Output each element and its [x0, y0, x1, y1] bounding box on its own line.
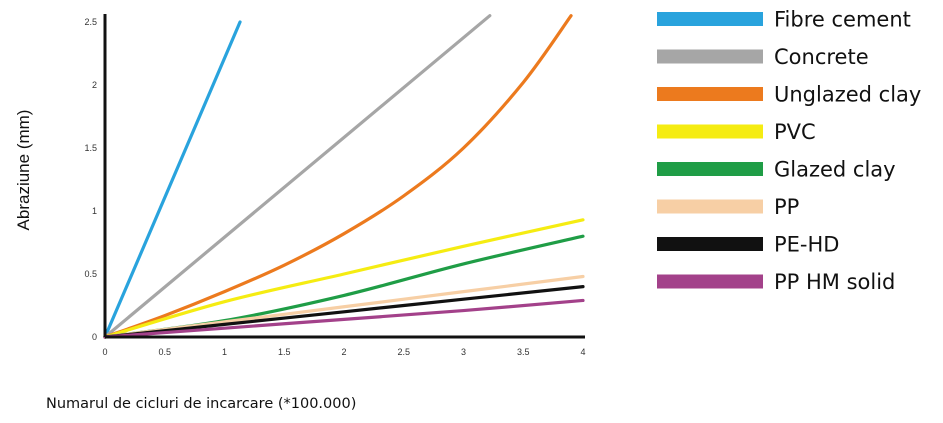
x-tick-label: 4: [580, 347, 585, 357]
plot-series: [103, 14, 585, 339]
x-tick-label: 2.5: [397, 347, 410, 357]
legend-swatch-2: [657, 87, 763, 101]
series-line-3: [103, 218, 585, 339]
x-tick-label: 1.5: [278, 347, 291, 357]
x-tick-label: 1: [222, 347, 227, 357]
x-axis-label: Numarul de cicluri de incarcare (*100.00…: [46, 396, 357, 412]
x-tick-label: 0.5: [158, 347, 171, 357]
legend-label-5: PP: [774, 195, 799, 219]
series-line-0: [103, 20, 242, 339]
y-tick-label: 1: [92, 206, 97, 216]
legend: Fibre cement Concrete Unglazed clay PVC Glaz…: [657, 8, 921, 294]
legend-swatch-5: [657, 199, 763, 214]
x-tick-label: 3: [461, 347, 466, 357]
series-line-7: [103, 298, 585, 339]
legend-label-0: Fibre cement: [774, 8, 911, 32]
legend-label-1: Concrete: [774, 45, 869, 69]
y-tick-label: 0.5: [84, 269, 97, 279]
y-axis-label: Abraziune (mm): [14, 110, 33, 231]
legend-swatch-7: [657, 274, 763, 289]
y-tick-label: 2.5: [84, 17, 97, 27]
legend-label-2: Unglazed clay: [774, 83, 921, 107]
x-tick-label: 2: [341, 347, 346, 357]
x-tick-label: 3.5: [517, 347, 530, 357]
legend-swatch-4: [657, 162, 763, 176]
x-tick-labels: 0 0.5 1 1.5 2 2.5 3 3.5 4: [102, 347, 585, 357]
legend-swatch-1: [657, 49, 763, 64]
y-tick-label: 0: [92, 332, 97, 342]
series-line-5: [103, 274, 585, 339]
legend-label-6: PE-HD: [774, 233, 839, 257]
plot-axes: [103, 14, 585, 339]
legend-swatch-6: [657, 237, 763, 251]
legend-swatch-0: [657, 12, 763, 26]
y-tick-label: 2: [92, 80, 97, 90]
series-line-1: [103, 14, 492, 339]
legend-label-4: Glazed clay: [774, 158, 896, 182]
legend-swatch-3: [657, 124, 763, 139]
y-tick-labels: 0 0.5 1 1.5 2 2.5: [84, 17, 97, 342]
x-tick-label: 0: [102, 347, 107, 357]
series-line-2: [103, 14, 573, 339]
y-tick-label: 1.5: [84, 143, 97, 153]
series-line-6: [103, 285, 585, 339]
legend-label-3: PVC: [774, 120, 816, 144]
legend-label-7: PP HM solid: [774, 270, 895, 294]
